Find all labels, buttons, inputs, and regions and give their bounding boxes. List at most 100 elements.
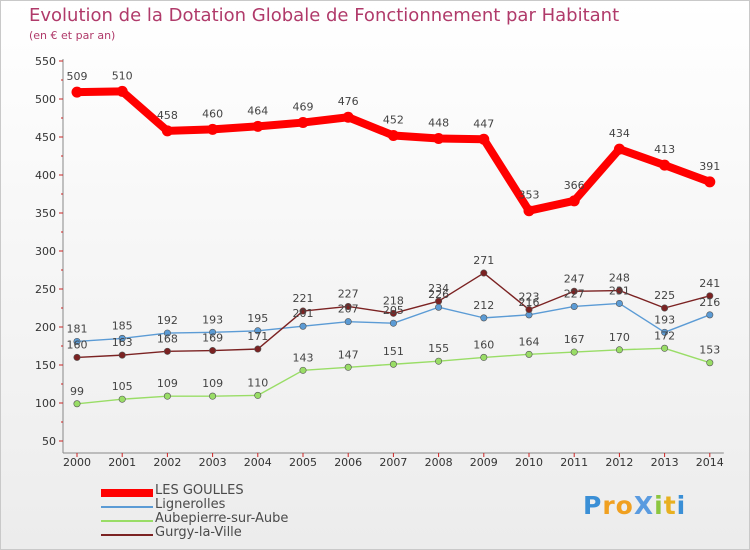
data-point <box>254 327 262 335</box>
y-tick-label: 500 <box>35 93 56 106</box>
x-tick-label: 2000 <box>63 456 91 469</box>
data-point <box>207 123 219 135</box>
data-label: 225 <box>654 289 675 302</box>
x-tick-label: 2006 <box>334 456 362 469</box>
data-point <box>435 357 443 365</box>
data-point <box>389 360 397 368</box>
data-label: 151 <box>383 345 404 358</box>
data-point <box>344 318 352 326</box>
data-point <box>297 117 309 129</box>
data-label: 248 <box>609 272 630 285</box>
x-tick-label: 2009 <box>470 456 498 469</box>
data-label: 193 <box>654 313 675 326</box>
data-label: 509 <box>67 70 88 83</box>
data-label: 216 <box>519 296 540 309</box>
x-tick-label: 2012 <box>605 456 633 469</box>
data-label: 460 <box>202 107 223 120</box>
data-label: 227 <box>564 287 585 300</box>
data-point <box>209 328 217 336</box>
data-label: 464 <box>247 104 268 117</box>
data-point <box>73 353 81 361</box>
data-label: 207 <box>338 303 359 316</box>
data-point <box>613 143 625 155</box>
data-label: 160 <box>67 338 88 351</box>
chart-subtitle: (en € et par an) <box>29 29 116 42</box>
data-point <box>706 359 714 367</box>
logo-letter: P <box>583 491 603 520</box>
data-label: 181 <box>67 322 88 335</box>
x-tick-label: 2005 <box>289 456 317 469</box>
data-point <box>299 366 307 374</box>
data-label: 227 <box>338 287 359 300</box>
y-tick-label: 350 <box>35 207 56 220</box>
data-label: 226 <box>428 288 449 301</box>
data-label: 510 <box>112 69 133 82</box>
data-point <box>661 328 669 336</box>
x-tick-label: 2002 <box>153 456 181 469</box>
data-point <box>706 311 714 319</box>
data-label: 458 <box>157 109 178 122</box>
data-point <box>118 395 126 403</box>
data-label: 105 <box>112 380 133 393</box>
data-point <box>73 337 81 345</box>
data-point <box>161 125 173 137</box>
data-point <box>615 287 623 295</box>
legend-label: LES GOULLES <box>155 483 244 498</box>
x-tick-label: 2004 <box>244 456 272 469</box>
data-label: 169 <box>202 332 223 345</box>
data-point <box>435 297 443 305</box>
data-label: 193 <box>202 313 223 326</box>
data-point <box>344 302 352 310</box>
data-label: 241 <box>699 277 720 290</box>
data-label: 448 <box>428 117 449 130</box>
data-label: 195 <box>247 312 268 325</box>
data-label: 171 <box>247 330 268 343</box>
data-point <box>389 309 397 317</box>
x-tick-label: 2008 <box>425 456 453 469</box>
x-tick-label: 2007 <box>379 456 407 469</box>
data-label: 155 <box>428 342 449 355</box>
data-label: 160 <box>473 338 494 351</box>
data-label: 172 <box>654 329 675 342</box>
data-label: 147 <box>338 348 359 361</box>
data-point <box>163 347 171 355</box>
data-label: 476 <box>338 95 359 108</box>
y-tick-label: 400 <box>35 169 56 182</box>
data-point <box>209 392 217 400</box>
data-point <box>342 111 354 123</box>
data-point <box>568 195 580 207</box>
data-label: 163 <box>112 336 133 349</box>
data-label: 110 <box>247 376 268 389</box>
x-tick-label: 2010 <box>515 456 543 469</box>
data-point <box>389 319 397 327</box>
data-point <box>661 304 669 312</box>
data-label: 201 <box>293 307 314 320</box>
data-point <box>73 400 81 408</box>
legend-swatch <box>101 520 153 522</box>
data-label: 164 <box>519 335 540 348</box>
data-point <box>480 269 488 277</box>
data-label: 192 <box>157 314 178 327</box>
data-label: 109 <box>157 377 178 390</box>
logo-letter: o <box>615 491 634 520</box>
data-point <box>435 303 443 311</box>
data-label: 168 <box>157 332 178 345</box>
x-tick-label: 2001 <box>108 456 136 469</box>
data-point <box>116 85 128 97</box>
data-label: 469 <box>293 101 314 114</box>
y-tick-label: 250 <box>35 283 56 296</box>
data-label: 447 <box>473 117 494 130</box>
data-point <box>706 292 714 300</box>
data-point <box>254 391 262 399</box>
data-point <box>478 133 490 145</box>
data-label: 353 <box>519 189 540 202</box>
data-point <box>118 334 126 342</box>
data-label: 247 <box>564 272 585 285</box>
data-point <box>570 348 578 356</box>
legend-swatch <box>101 506 153 508</box>
logo-letter: t <box>663 491 677 520</box>
y-tick-label: 300 <box>35 245 56 258</box>
data-label: 99 <box>70 385 84 398</box>
data-point <box>209 347 217 355</box>
